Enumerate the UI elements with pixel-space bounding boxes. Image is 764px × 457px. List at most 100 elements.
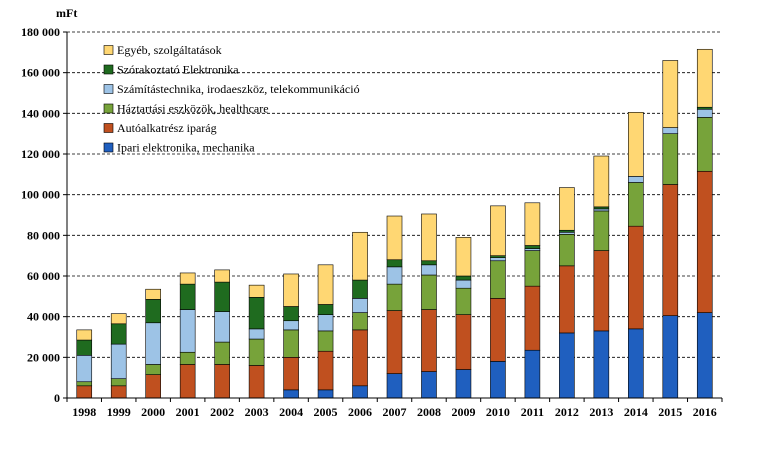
y-tick-label: 80 000: [27, 228, 60, 242]
bar-segment-2010-5: [490, 205, 506, 256]
bar-segment-2001-4: [179, 283, 196, 310]
bar-segment-2014-0: [628, 328, 644, 399]
bar-segment-2004-5: [283, 273, 299, 307]
x-tick-label: 2011: [521, 405, 544, 419]
bar-segment-2009-5: [455, 237, 472, 277]
y-tick-label: 160 000: [21, 66, 60, 80]
x-tick-label: 2006: [348, 405, 372, 419]
legend-swatch: [103, 103, 114, 114]
bar-segment-2008-1: [421, 309, 437, 372]
bar-segment-2005-1: [317, 350, 334, 391]
bar-segment-2016-3: [696, 108, 713, 118]
x-tick-label: 2008: [417, 405, 441, 419]
bar-segment-2000-5: [145, 288, 161, 300]
bar-segment-2000-3: [145, 322, 161, 365]
bar-segment-2001-3: [179, 309, 196, 353]
bar-segment-2014-3: [628, 176, 644, 183]
y-unit-label: mFt: [56, 6, 77, 20]
legend: Egyéb, szolgáltatások Szórakoztató Elektr…: [103, 43, 360, 155]
bar-segment-2009-1: [455, 314, 472, 370]
bar-segment-2011-4: [524, 245, 541, 249]
bar-segment-2004-3: [283, 320, 299, 331]
bar-segment-2006-0: [352, 385, 368, 399]
bar-segment-2007-1: [386, 310, 403, 374]
legend-label: Autóalkatrész iparág: [117, 121, 217, 135]
x-tick-label: 2007: [383, 405, 407, 419]
bar-segment-2010-0: [490, 361, 506, 399]
x-tick-label: 2002: [210, 405, 234, 419]
bar-segment-2016-2: [696, 117, 713, 172]
legend-label: Háztartási eszközök, healthcare: [117, 102, 269, 116]
bar-segment-2003-1: [248, 365, 265, 399]
bar-segment-2007-0: [386, 373, 403, 399]
bar-segment-2016-4: [696, 106, 713, 110]
bars: [76, 48, 713, 399]
bar-segment-2001-2: [179, 351, 196, 365]
bar-segment-2008-2: [421, 274, 437, 310]
x-tick-label: 2001: [176, 405, 200, 419]
bar-segment-2003-4: [248, 297, 265, 330]
bar-segment-2011-0: [524, 349, 541, 399]
bar-segment-2015-3: [662, 127, 679, 134]
bar-segment-2014-1: [628, 225, 644, 330]
bar-segment-2013-2: [593, 210, 610, 251]
bar-segment-2012-1: [559, 265, 575, 334]
bar-segment-2001-1: [179, 364, 196, 399]
y-tick-label: 140 000: [21, 106, 60, 120]
legend-label: Számítástechnika, irodaeszköz, telekommu…: [117, 82, 360, 96]
x-tick-label: 2013: [589, 405, 613, 419]
bar-segment-2005-0: [317, 389, 334, 399]
bar-segment-2012-2: [559, 234, 575, 267]
bar-segment-2012-5: [559, 187, 575, 231]
x-tick-label: 2014: [624, 405, 648, 419]
bar-segment-2009-3: [455, 279, 472, 289]
bar-segment-1998-3: [76, 354, 93, 383]
bar-segment-2011-5: [524, 202, 541, 246]
axes: [63, 31, 723, 402]
bar-segment-2012-3: [559, 231, 575, 235]
bar-segment-2012-0: [559, 332, 575, 399]
bar-segment-2002-5: [214, 269, 230, 283]
legend-label: Szórakoztató Elektronika: [117, 63, 239, 77]
bar-segment-2009-4: [455, 275, 472, 281]
bar-segment-2010-1: [490, 298, 506, 362]
bar-segment-2003-5: [248, 284, 265, 298]
bar-segment-2016-1: [696, 170, 713, 313]
y-tick-labels: 0 20 000 40 000 60 000 80 000 100 000 120 000 1…: [21, 25, 60, 405]
bar-segment-2002-4: [214, 281, 230, 312]
x-tick-label: 2015: [658, 405, 682, 419]
bar-segment-1999-4: [110, 323, 127, 345]
bar-segment-2005-2: [317, 330, 334, 352]
bar-segment-2002-3: [214, 311, 230, 343]
bar-segment-2001-5: [179, 272, 196, 285]
bar-segment-2010-3: [490, 257, 506, 262]
bar-segment-2013-0: [593, 330, 610, 399]
bar-segment-2005-3: [317, 314, 334, 332]
bar-segment-2004-2: [283, 329, 299, 358]
bar-segment-1999-3: [110, 343, 127, 379]
legend-label: Ipari elektronika, mechanika: [117, 141, 255, 155]
bar-segment-2012-4: [559, 229, 575, 233]
x-tick-label: 2012: [555, 405, 579, 419]
bar-segment-2003-2: [248, 338, 265, 366]
bar-segment-2015-2: [662, 133, 679, 185]
bar-segment-1999-1: [110, 385, 127, 399]
bar-segment-1998-4: [76, 339, 93, 356]
bar-segment-2007-2: [386, 283, 403, 311]
y-tick-label: 0: [54, 391, 60, 405]
bar-segment-2007-3: [386, 266, 403, 285]
bar-segment-2006-4: [352, 279, 368, 299]
bar-segment-2002-1: [214, 364, 230, 399]
bar-segment-2008-4: [421, 260, 437, 266]
bar-segment-2009-0: [455, 369, 472, 399]
bar-segment-2006-1: [352, 329, 368, 387]
bar-segment-2010-4: [490, 255, 506, 258]
bar-segment-2007-4: [386, 259, 403, 268]
bar-segment-2000-1: [145, 374, 161, 399]
y-tick-label: 40 000: [27, 310, 60, 324]
x-tick-label: 1998: [72, 405, 96, 419]
legend-swatch: [103, 45, 114, 55]
bar-segment-2002-2: [214, 341, 230, 365]
bar-segment-2011-3: [524, 248, 541, 251]
